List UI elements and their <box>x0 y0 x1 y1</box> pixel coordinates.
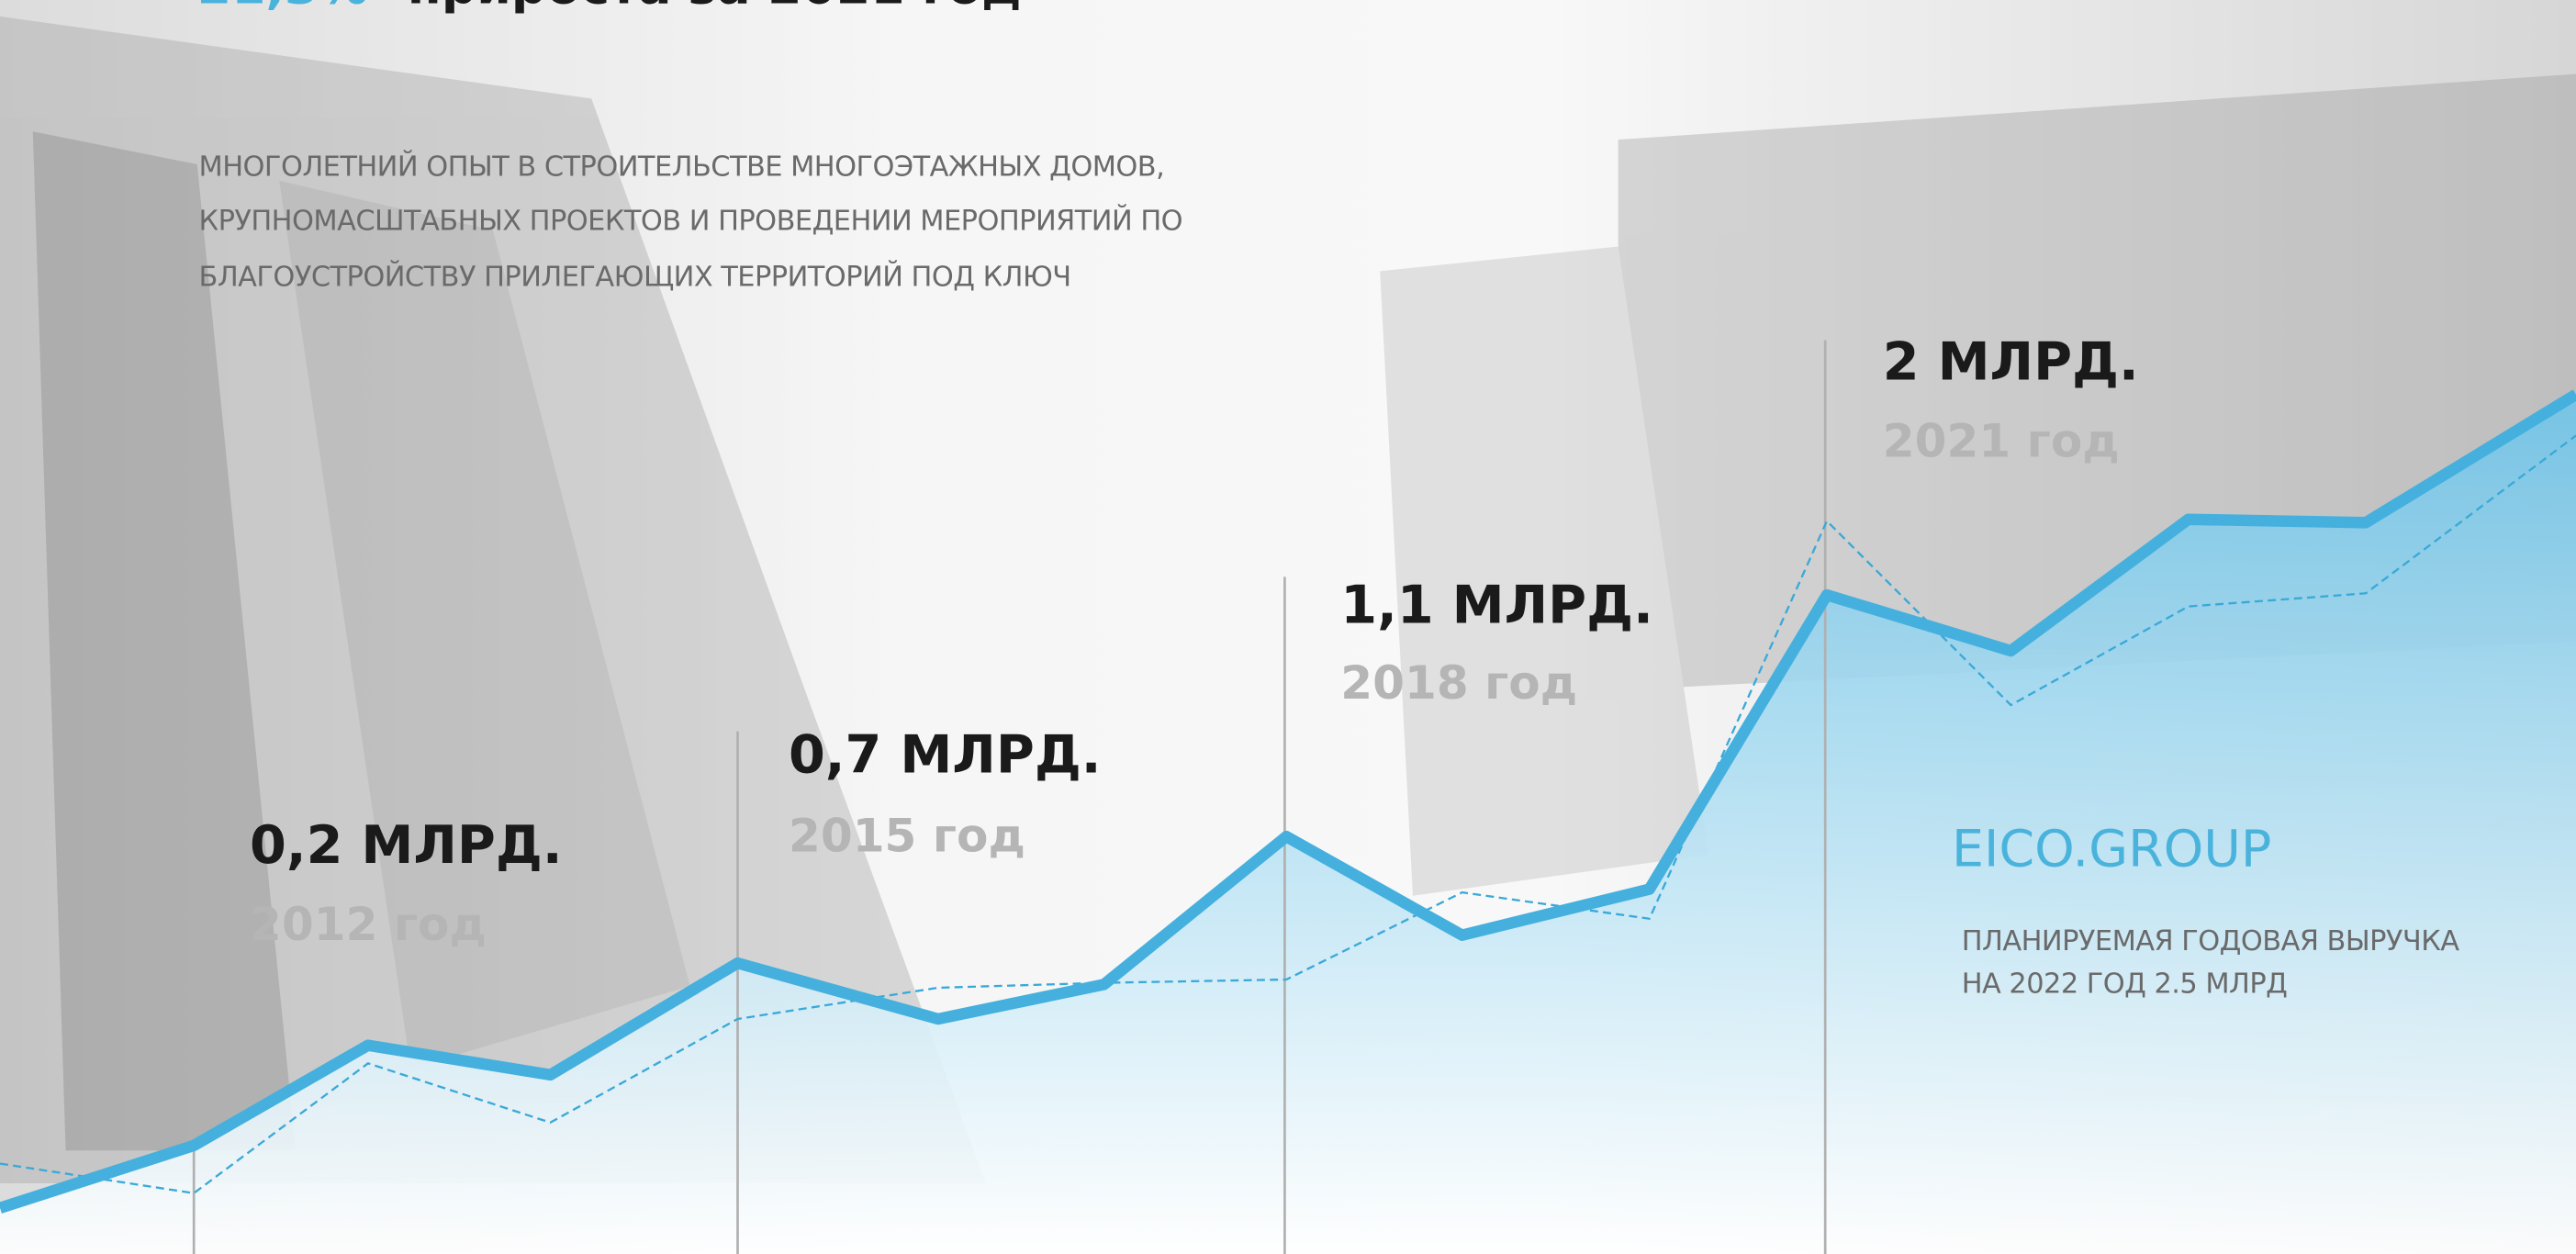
intro-line: КРУПНОМАСШТАБНЫХ ПРОЕКТОВ И ПРОВЕДЕНИИ М… <box>199 205 1183 238</box>
growth-value: 21,3% <box>197 0 368 16</box>
intro-line: БЛАГОУСТРОЙСТВУ ПРИЛЕГАЮЩИХ ТЕРРИТОРИЙ П… <box>199 261 1071 294</box>
milestone-year: 2015 год <box>789 808 1025 862</box>
brand-name: EICO.GROUP <box>1952 820 2271 879</box>
milestone-year: 2018 год <box>1340 655 1577 710</box>
intro-line: МНОГОЛЕТНИЙ ОПЫТ В СТРОИТЕЛЬСТВЕ МНОГОЭТ… <box>199 151 1165 184</box>
brand-line: НА 2022 ГОД 2.5 МЛРД <box>1962 968 2288 1000</box>
milestone-year: 2021 год <box>1883 414 2120 468</box>
milestone-value: 1,1 МЛРД. <box>1340 575 1653 636</box>
hero: 21,3% прироста за 2021 год МНОГОЛЕТНИЙ О… <box>0 0 2576 1254</box>
milestone-year: 2012 год <box>250 897 487 951</box>
milestone-value: 0,2 МЛРД. <box>250 814 563 876</box>
page: 21,3% прироста за 2021 год МНОГОЛЕТНИЙ О… <box>0 0 2576 1254</box>
milestone-value: 2 МЛРД. <box>1883 331 2139 393</box>
growth-text: прироста за 2021 год <box>408 0 1022 16</box>
milestone-value: 0,7 МЛРД. <box>789 723 1102 785</box>
brand-line: ПЛАНИРУЕМАЯ ГОДОВАЯ ВЫРУЧКА <box>1962 925 2460 957</box>
